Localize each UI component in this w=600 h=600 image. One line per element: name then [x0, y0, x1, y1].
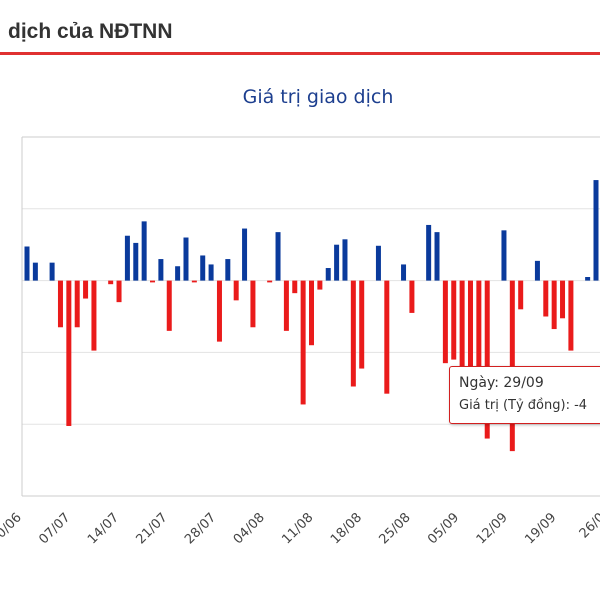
bar[interactable] [108, 280, 114, 285]
chart-title: Giá trị giao dịch [243, 86, 394, 108]
bar[interactable] [409, 280, 415, 313]
bar[interactable] [442, 280, 448, 364]
tooltip-value-label: Giá trị (Tỷ đồng) [459, 398, 566, 413]
bar[interactable] [334, 244, 340, 281]
bar[interactable] [216, 280, 222, 342]
bar[interactable] [426, 224, 432, 281]
tooltip-value-text: -4 [574, 398, 588, 413]
bar-series [24, 180, 599, 452]
bar[interactable] [242, 228, 248, 281]
bar[interactable] [309, 280, 314, 346]
bar[interactable] [317, 280, 323, 290]
bar[interactable] [292, 280, 298, 294]
bar[interactable] [24, 246, 30, 281]
bar[interactable] [175, 266, 181, 281]
bar[interactable] [116, 280, 122, 303]
x-tick-label: 21/07 [134, 510, 171, 547]
bar[interactable] [401, 264, 407, 281]
tooltip-date-line: Ngày: 29/09 [459, 375, 544, 391]
x-tick-label: 11/08 [279, 510, 316, 547]
bar[interactable] [83, 280, 89, 299]
bar[interactable] [560, 280, 566, 319]
bar[interactable] [275, 232, 281, 281]
bar[interactable] [57, 280, 63, 328]
bar[interactable] [359, 280, 365, 369]
bar[interactable] [283, 280, 289, 331]
bar[interactable] [250, 280, 256, 328]
x-tick-label: 14/07 [85, 510, 122, 547]
bar[interactable] [518, 280, 524, 310]
bar[interactable] [300, 280, 306, 405]
bar[interactable] [501, 230, 507, 281]
bar[interactable] [124, 235, 130, 281]
x-tick-label: 19/09 [522, 510, 559, 547]
tooltip-date-value: 29/09 [503, 375, 544, 391]
bar[interactable] [183, 237, 189, 281]
bar[interactable] [467, 280, 473, 382]
bar[interactable] [66, 280, 72, 426]
bar[interactable] [325, 268, 331, 281]
bar[interactable] [451, 280, 457, 360]
bar[interactable] [233, 280, 239, 301]
bar[interactable] [267, 280, 273, 283]
x-tick-label: 05/09 [425, 510, 462, 547]
x-tick-label: 12/09 [474, 510, 511, 547]
bar[interactable] [593, 180, 599, 281]
bar[interactable] [534, 260, 540, 281]
bar[interactable] [200, 255, 206, 281]
bar[interactable] [141, 221, 147, 281]
bar[interactable] [133, 242, 139, 281]
bar[interactable] [74, 280, 80, 328]
bar[interactable] [166, 280, 172, 331]
bar[interactable] [350, 280, 356, 387]
bar[interactable] [191, 280, 197, 283]
tooltip: Ngày: 29/09 Giá trị (Tỷ đồng): -4 [449, 366, 600, 424]
x-tick-label: 04/08 [231, 510, 268, 547]
bar[interactable] [225, 259, 231, 281]
bar[interactable] [150, 280, 156, 283]
bar[interactable] [509, 280, 515, 452]
bar[interactable] [585, 277, 591, 281]
bar[interactable] [551, 280, 557, 330]
tooltip-date-label: Ngày [459, 375, 495, 391]
page-title: dịch của NĐTNN [8, 20, 173, 43]
bar[interactable] [49, 262, 55, 281]
bar[interactable] [434, 232, 440, 281]
bar[interactable] [484, 280, 490, 439]
bar[interactable] [476, 280, 482, 371]
bar[interactable] [208, 264, 214, 281]
x-tick-label: 25/08 [377, 510, 414, 547]
bar[interactable] [543, 280, 549, 317]
bar[interactable] [91, 280, 97, 351]
x-tick-label: 26/0 [577, 510, 600, 541]
x-axis-ticks: 30/06 07/07 14/07 21/07 28/07 04/08 11/08 18/08… [0, 510, 600, 547]
x-tick-label: 07/07 [36, 510, 73, 547]
bar[interactable] [459, 280, 465, 378]
plot-frame [21, 136, 600, 497]
bar[interactable] [32, 262, 38, 281]
bar[interactable] [158, 259, 164, 281]
bar[interactable] [384, 280, 390, 394]
bar[interactable] [342, 239, 348, 281]
x-tick-label: 18/08 [328, 510, 365, 547]
bar[interactable] [375, 245, 381, 281]
header-divider [0, 52, 600, 55]
x-tick-label: 28/07 [182, 510, 219, 547]
bar[interactable] [568, 280, 574, 351]
x-tick-label: 30/06 [0, 510, 25, 547]
tooltip-value-line: Giá trị (Tỷ đồng): -4 [459, 398, 588, 413]
